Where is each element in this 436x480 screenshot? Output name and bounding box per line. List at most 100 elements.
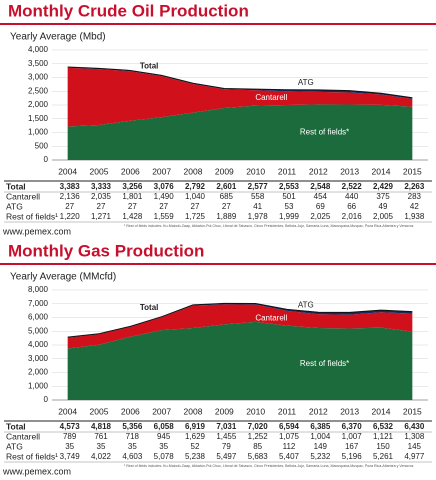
table-cell: 1,075: [279, 432, 300, 441]
y-tick-label: 4,000: [28, 340, 49, 349]
annotation: Rest of fields*: [300, 127, 349, 136]
table-cell: 4,977: [404, 452, 425, 461]
table-cell: 685: [220, 192, 234, 201]
table-cell: 5,261: [373, 452, 394, 461]
table-cell: 35: [65, 442, 74, 451]
x-tick-label: 2005: [90, 166, 109, 176]
subtitle: Yearly Average (Mbd): [10, 32, 106, 43]
table-cell: 167: [345, 442, 359, 451]
y-tick-label: 2,000: [28, 100, 49, 109]
table-cell: 6,385: [310, 422, 331, 431]
table-cell: 149: [314, 442, 328, 451]
table-cell: 7,031: [216, 422, 237, 431]
total-line: [67, 66, 413, 99]
legend-label: Cantarell: [6, 191, 40, 201]
x-tick-label: 2011: [278, 406, 297, 416]
table-cell: 53: [285, 202, 294, 211]
legend-label: Total: [6, 421, 26, 431]
table-cell: 2,136: [60, 192, 81, 201]
table-cell: 85: [253, 442, 262, 451]
y-tick-label: 3,000: [28, 73, 49, 82]
x-tick-label: 2008: [184, 406, 203, 416]
table-cell: 27: [97, 202, 106, 211]
area: [67, 304, 413, 349]
annotation: Cantarell: [255, 93, 287, 102]
table-cell: 1,252: [248, 432, 269, 441]
x-tick-label: 2013: [340, 406, 359, 416]
y-tick-label: 2,500: [28, 86, 49, 95]
table-cell: 945: [157, 432, 171, 441]
table-cell: 1,725: [185, 212, 206, 221]
x-tick-label: 2011: [278, 166, 297, 176]
x-tick-label: 2009: [215, 406, 234, 416]
table-cell: 69: [316, 202, 325, 211]
x-tick-label: 2012: [309, 166, 328, 176]
y-tick-label: 1,000: [28, 128, 49, 137]
y-tick-label: 0: [44, 395, 49, 404]
area: [67, 66, 413, 99]
table-cell: 1,999: [279, 212, 300, 221]
area: [67, 67, 413, 127]
table-cell: 1,455: [216, 432, 237, 441]
table-cell: 2,522: [342, 182, 363, 191]
table-cell: 1,490: [154, 192, 175, 201]
table-cell: 1,938: [404, 212, 425, 221]
y-tick-label: 2,000: [28, 368, 49, 377]
table-cell: 761: [94, 432, 108, 441]
table-cell: 6,594: [279, 422, 300, 431]
x-tick-label: 2006: [121, 406, 140, 416]
table-cell: 6,532: [373, 422, 394, 431]
x-tick-label: 2008: [184, 166, 203, 176]
subtitle: Yearly Average (MMcfd): [10, 272, 116, 283]
table-cell: 35: [159, 442, 168, 451]
table-cell: 2,577: [248, 182, 269, 191]
table-cell: 2,429: [373, 182, 394, 191]
table-cell: 3,333: [91, 182, 112, 191]
table-cell: 5,238: [185, 452, 206, 461]
table-cell: 440: [345, 192, 359, 201]
x-tick-label: 2007: [152, 406, 171, 416]
table-cell: 1,801: [122, 192, 143, 201]
annotation: ATG: [298, 300, 314, 309]
table-cell: 375: [376, 192, 390, 201]
table-cell: 5,497: [216, 452, 237, 461]
table-cell: 27: [65, 202, 74, 211]
table-cell: 27: [159, 202, 168, 211]
table-cell: 1,889: [216, 212, 237, 221]
table-cell: 7,020: [248, 422, 269, 431]
table-cell: 27: [191, 202, 200, 211]
table-cell: 5,232: [310, 452, 331, 461]
table-cell: 2,035: [91, 192, 112, 201]
table-cell: 1,007: [342, 432, 363, 441]
y-tick-label: 1,500: [28, 114, 49, 123]
table-cell: 79: [222, 442, 231, 451]
table-cell: 27: [128, 202, 137, 211]
table-cell: 3,256: [122, 182, 143, 191]
table-cell: 2,025: [310, 212, 331, 221]
table-cell: 35: [97, 442, 106, 451]
y-tick-label: 3,000: [28, 354, 49, 363]
total-line: [67, 302, 413, 338]
x-tick-label: 2006: [121, 166, 140, 176]
annotation: ATG: [298, 78, 314, 87]
table-cell: 1,220: [60, 212, 81, 221]
x-tick-label: 2014: [372, 406, 391, 416]
table-cell: 2,601: [216, 182, 237, 191]
footnote: ¹ Rest of fields includes: Ku-Maloob-Zaa…: [124, 224, 414, 228]
table-cell: 454: [314, 192, 328, 201]
table-cell: 2,263: [404, 182, 425, 191]
table-cell: 5,683: [248, 452, 269, 461]
legend-label: Total: [6, 181, 26, 191]
table-cell: 145: [408, 442, 422, 451]
table-cell: 718: [126, 432, 140, 441]
legend-label: ATG: [6, 201, 23, 211]
table-cell: 3,076: [154, 182, 175, 191]
annotation: Total: [140, 62, 159, 71]
table-cell: 2,005: [373, 212, 394, 221]
annotation: Cantarell: [255, 313, 287, 322]
table-cell: 4,022: [91, 452, 112, 461]
legend-label: Rest of fields¹: [6, 451, 58, 461]
y-tick-label: 500: [35, 141, 49, 150]
footnote: ¹ Rest of fields includes: Ku-Maloob-Zaa…: [124, 464, 414, 468]
